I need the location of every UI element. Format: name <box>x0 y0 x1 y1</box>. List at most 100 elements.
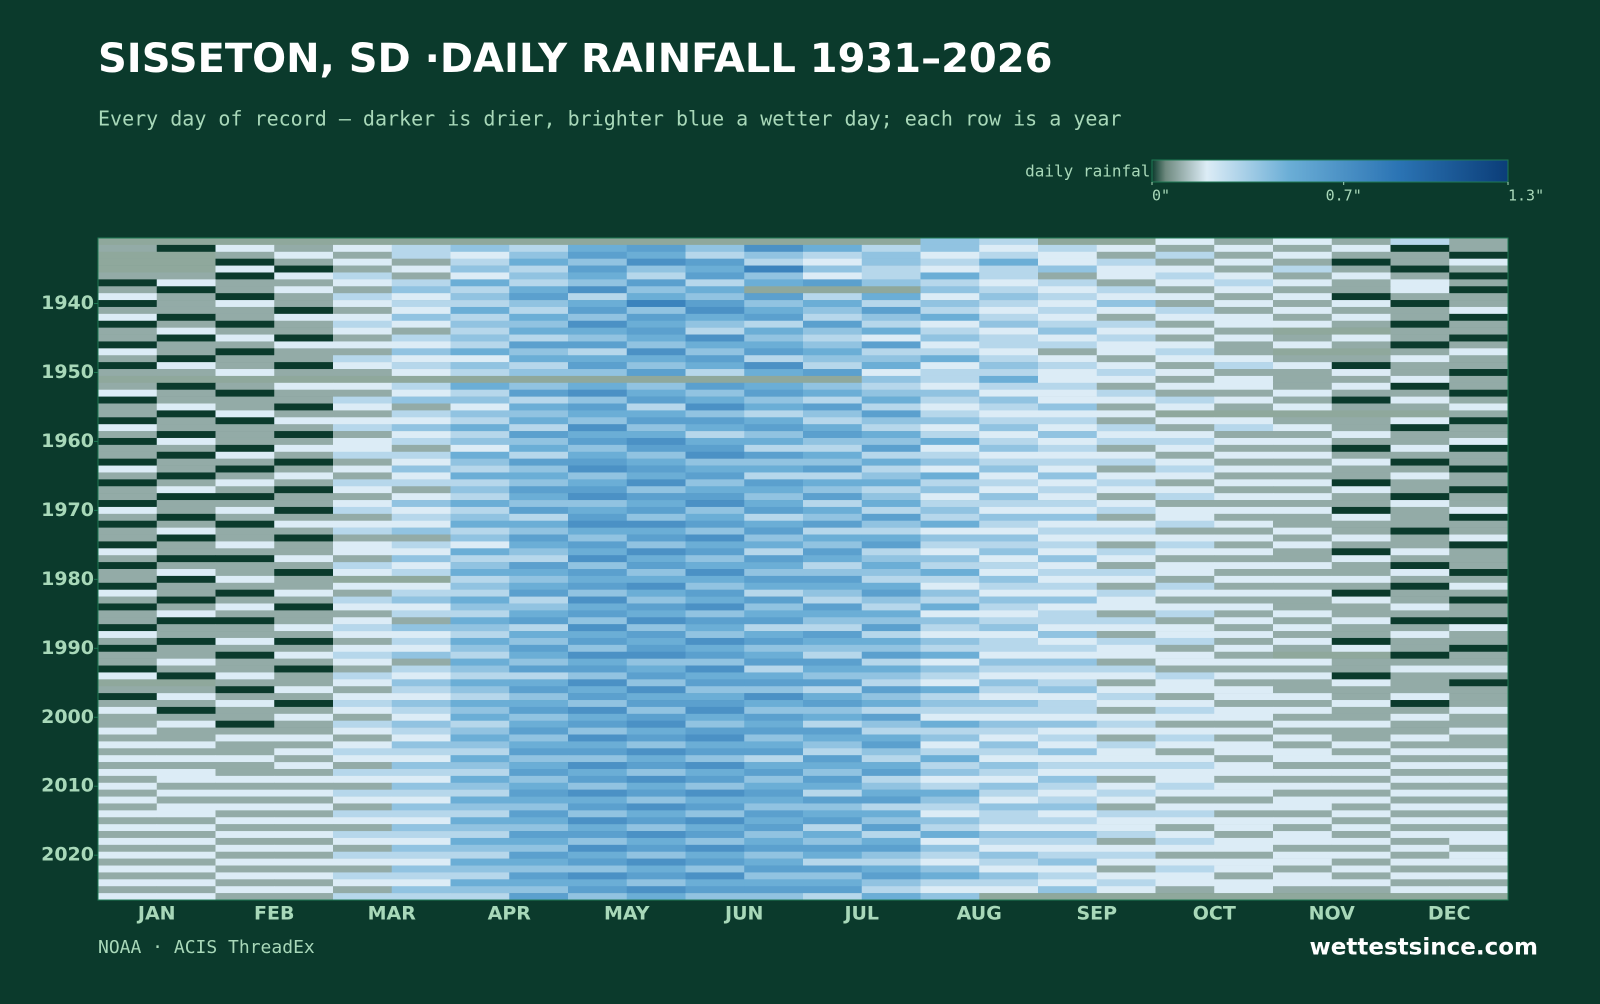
heat-cell <box>1038 727 1098 735</box>
heat-cell <box>979 486 1039 494</box>
heat-cell <box>920 396 980 404</box>
heat-cell <box>1273 431 1333 439</box>
heat-cell <box>626 534 686 542</box>
heat-cell <box>509 479 569 487</box>
heat-cell <box>156 306 216 315</box>
heat-cell <box>450 548 510 556</box>
heat-cell <box>1096 748 1156 756</box>
heat-cell <box>1214 582 1274 590</box>
heat-cell <box>626 369 686 377</box>
heat-cell <box>1390 665 1450 673</box>
heat-cell <box>979 389 1039 397</box>
heat-cell <box>509 348 569 356</box>
heat-cell <box>1214 334 1274 342</box>
heat-cell <box>861 382 921 391</box>
heat-cell <box>156 382 216 391</box>
heat-cell <box>1331 624 1391 632</box>
heat-cell <box>1038 500 1098 508</box>
heat-cell <box>333 500 393 508</box>
heat-cell <box>509 451 569 459</box>
heat-cell <box>803 631 863 639</box>
heat-cell <box>568 796 628 804</box>
heat-cell <box>509 493 569 501</box>
heat-cell <box>450 348 510 356</box>
heat-cell <box>626 624 686 632</box>
heat-cell <box>803 824 863 832</box>
heat-cell <box>1096 465 1156 473</box>
heat-cell <box>1096 486 1156 494</box>
heat-cell <box>803 451 863 459</box>
heat-cell <box>450 396 510 404</box>
heat-cell <box>1390 886 1450 894</box>
heat-cell <box>1449 706 1509 715</box>
heat-cell <box>803 734 863 742</box>
heat-cell <box>391 768 451 777</box>
heat-cell <box>1155 369 1215 377</box>
heat-cell <box>1273 610 1333 618</box>
heat-cell <box>450 803 510 811</box>
heat-cell <box>450 375 510 384</box>
heat-cell <box>1331 700 1391 708</box>
heat-cell <box>803 403 863 411</box>
heat-cell <box>568 437 628 446</box>
heat-cell <box>450 644 510 653</box>
heat-cell <box>1214 865 1274 873</box>
heat-cell <box>156 789 216 797</box>
heat-cell <box>568 493 628 501</box>
heat-cell <box>333 713 393 722</box>
heat-cell <box>861 286 921 294</box>
heat-cell <box>1155 693 1215 701</box>
heat-cell <box>450 562 510 570</box>
heat-cell <box>979 362 1039 370</box>
heat-cell <box>274 762 334 770</box>
heat-cell <box>450 472 510 480</box>
heat-cell <box>274 596 334 604</box>
heat-cell <box>1214 803 1274 811</box>
heat-cell <box>626 375 686 384</box>
heat-cell <box>333 679 393 687</box>
heat-cell <box>1038 741 1098 749</box>
heat-cell <box>861 672 921 680</box>
heat-cell <box>1155 562 1215 570</box>
heat-cell <box>274 555 334 563</box>
heat-cell <box>333 748 393 756</box>
heat-cell <box>333 403 393 411</box>
heat-cell <box>861 879 921 887</box>
heat-cell <box>509 465 569 473</box>
heat-cell <box>1331 741 1391 749</box>
heat-cell <box>568 279 628 287</box>
heat-cell <box>391 693 451 701</box>
heat-cell <box>1273 727 1333 735</box>
heat-cell <box>744 541 804 549</box>
heat-cell <box>568 451 628 459</box>
heat-cell <box>1449 369 1509 377</box>
heat-cell <box>1449 500 1509 508</box>
heat-cell <box>861 768 921 777</box>
heat-cell <box>98 610 158 618</box>
heat-cell <box>626 713 686 722</box>
heat-cell <box>920 472 980 480</box>
heat-cell <box>1273 279 1333 287</box>
heat-cell <box>1038 824 1098 832</box>
heat-cell <box>1273 734 1333 742</box>
x-tick-label: NOV <box>1309 903 1356 925</box>
y-tick-label: 1990 <box>41 637 94 659</box>
heat-cell <box>274 410 334 418</box>
heat-cell <box>685 851 745 859</box>
heat-cell <box>685 417 745 425</box>
heat-cell <box>509 686 569 694</box>
heat-cell <box>1273 720 1333 728</box>
heat-cell <box>1096 506 1156 515</box>
heat-cell <box>274 472 334 480</box>
heat-cell <box>744 706 804 715</box>
heat-cell <box>803 355 863 363</box>
heat-cell <box>391 713 451 722</box>
heat-cell <box>509 238 569 246</box>
heat-cell <box>979 672 1039 680</box>
heat-cell <box>1214 258 1274 266</box>
heat-cell <box>744 437 804 446</box>
heat-cell <box>1331 493 1391 501</box>
heat-cell <box>1214 858 1274 866</box>
heat-cell <box>98 734 158 742</box>
heat-cell <box>568 631 628 639</box>
